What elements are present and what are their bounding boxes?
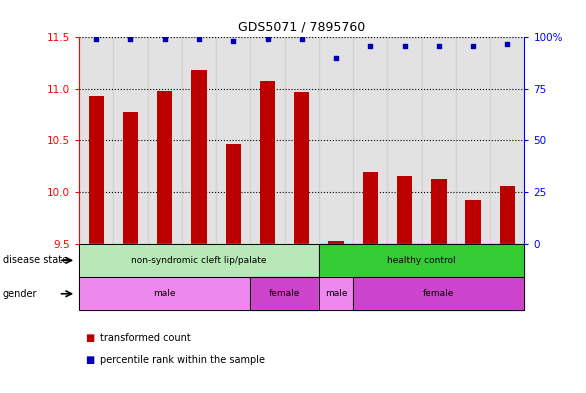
Bar xyxy=(191,70,207,244)
Point xyxy=(400,42,409,49)
Bar xyxy=(79,37,113,244)
Text: gender: gender xyxy=(3,289,38,299)
Bar xyxy=(387,37,422,244)
Bar xyxy=(363,173,378,244)
Point xyxy=(331,55,340,61)
Bar xyxy=(226,143,241,244)
Text: disease state: disease state xyxy=(3,255,68,265)
Bar xyxy=(285,37,319,244)
Bar xyxy=(490,37,524,244)
Point xyxy=(503,40,512,47)
Text: female: female xyxy=(423,289,455,298)
Text: ■: ■ xyxy=(85,333,94,343)
Point xyxy=(91,36,101,42)
Text: ■: ■ xyxy=(85,354,94,365)
Bar xyxy=(353,37,387,244)
Point xyxy=(229,38,238,44)
Bar xyxy=(148,37,182,244)
Bar xyxy=(88,96,104,244)
Bar xyxy=(431,179,447,244)
Point xyxy=(195,36,204,42)
Text: transformed count: transformed count xyxy=(100,333,190,343)
Point xyxy=(160,36,169,42)
Point xyxy=(126,36,135,42)
Text: male: male xyxy=(154,289,176,298)
Bar xyxy=(157,91,172,244)
Text: healthy control: healthy control xyxy=(387,256,456,265)
Point xyxy=(434,42,444,49)
Bar xyxy=(182,37,216,244)
Bar xyxy=(465,200,481,244)
Text: male: male xyxy=(325,289,347,298)
Point xyxy=(297,36,306,42)
Bar xyxy=(328,241,344,244)
Text: non-syndromic cleft lip/palate: non-syndromic cleft lip/palate xyxy=(131,256,267,265)
Bar xyxy=(294,92,309,244)
Bar xyxy=(123,112,138,244)
Title: GDS5071 / 7895760: GDS5071 / 7895760 xyxy=(238,20,366,33)
Bar xyxy=(456,37,490,244)
Bar xyxy=(250,37,285,244)
Text: female: female xyxy=(269,289,301,298)
Bar xyxy=(397,176,413,244)
Bar xyxy=(319,37,353,244)
Bar xyxy=(113,37,148,244)
Bar xyxy=(216,37,250,244)
Text: percentile rank within the sample: percentile rank within the sample xyxy=(100,354,265,365)
Point xyxy=(263,36,272,42)
Bar xyxy=(260,81,275,244)
Point xyxy=(366,42,375,49)
Bar xyxy=(422,37,456,244)
Bar xyxy=(500,186,515,244)
Point xyxy=(468,42,478,49)
